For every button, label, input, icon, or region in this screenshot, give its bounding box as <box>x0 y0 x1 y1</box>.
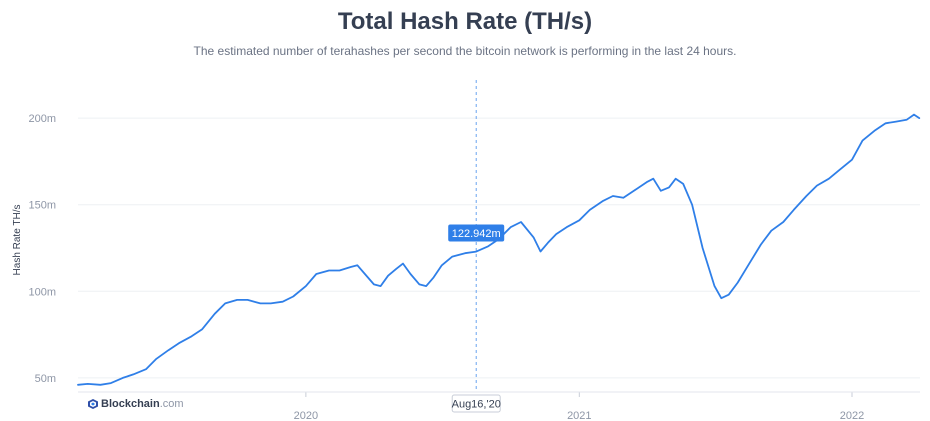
watermark-brand: Blockchain <box>101 398 160 410</box>
crosshair-value-tooltip: 122.942m <box>448 224 505 242</box>
tooltip-value: 122.942m <box>452 228 501 240</box>
x-axis: 2020 2021 2022 <box>294 392 864 421</box>
watermark-tld: .com <box>159 398 184 410</box>
date-label-value: Aug16,'20 <box>452 399 501 411</box>
chart-title: Total Hash Rate (TH/s) <box>337 8 593 35</box>
y-tick-label-150: 150m <box>28 200 56 212</box>
y-tick-label-50: 50m <box>35 373 56 385</box>
y-axis-title: Hash Rate TH/s <box>12 205 23 276</box>
y-axis: 50m 100m 150m 200m <box>28 113 56 385</box>
tooltip-background <box>448 224 505 242</box>
hash-rate-line <box>77 113 921 386</box>
chart-subtitle: The estimated number of terahashes per s… <box>193 44 737 58</box>
grid <box>78 117 920 379</box>
y-tick-label-200: 200m <box>28 113 56 125</box>
date-label-background <box>451 394 501 413</box>
blockchain-logo-icon <box>88 399 98 409</box>
y-tick-label-100: 100m <box>28 286 56 298</box>
x-tick-label-2022: 2022 <box>840 410 864 421</box>
x-tick-label-2021: 2021 <box>567 410 591 421</box>
crosshair-date-label: Aug16,'20 <box>451 394 501 413</box>
blockchain-watermark: Blockchain .com <box>88 398 184 410</box>
x-tick-label-2020: 2020 <box>294 410 318 421</box>
